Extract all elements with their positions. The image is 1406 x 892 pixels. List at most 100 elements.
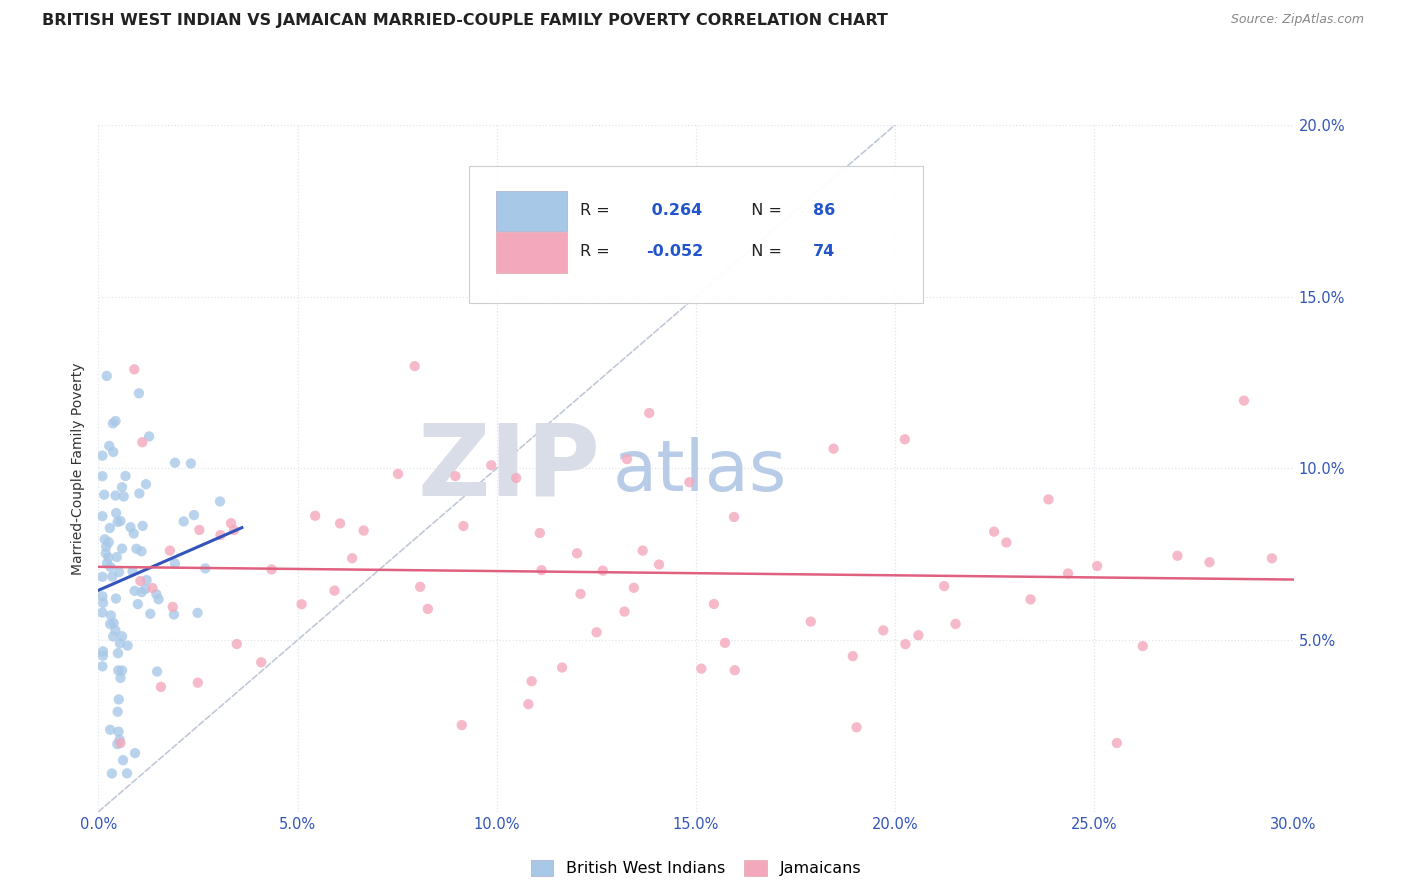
Text: ZIP: ZIP: [418, 420, 600, 516]
British West Indians: [183, 508, 205, 522]
British West Indians: [105, 737, 128, 751]
British West Indians: [111, 664, 134, 678]
British West Indians: [111, 480, 134, 494]
British West Indians: [187, 606, 209, 620]
Jamaicans: [129, 574, 152, 588]
British West Indians: [108, 636, 131, 650]
Jamaicans: [444, 469, 467, 483]
Jamaicans: [124, 362, 146, 376]
British West Indians: [98, 723, 121, 737]
Jamaicans: [565, 546, 588, 560]
British West Indians: [98, 617, 121, 632]
Jamaicans: [1132, 639, 1154, 653]
Y-axis label: Married-Couple Family Poverty: Married-Couple Family Poverty: [72, 362, 86, 574]
Text: R =: R =: [581, 244, 614, 260]
Legend: British West Indians, Jamaicans: British West Indians, Jamaicans: [524, 854, 868, 883]
British West Indians: [163, 456, 186, 470]
British West Indians: [125, 541, 148, 556]
British West Indians: [124, 746, 146, 760]
Jamaicans: [945, 616, 967, 631]
British West Indians: [121, 565, 143, 579]
Jamaicans: [907, 628, 929, 642]
British West Indians: [194, 561, 217, 575]
Text: 86: 86: [813, 203, 835, 219]
Jamaicans: [131, 435, 153, 450]
British West Indians: [128, 386, 150, 401]
Jamaicans: [983, 524, 1005, 539]
British West Indians: [101, 569, 124, 583]
British West Indians: [96, 556, 118, 570]
British West Indians: [148, 592, 170, 607]
Jamaicans: [188, 523, 211, 537]
Jamaicans: [520, 674, 543, 689]
British West Indians: [131, 585, 153, 599]
British West Indians: [104, 624, 127, 638]
Jamaicans: [530, 563, 553, 577]
British West Indians: [91, 570, 114, 584]
Jamaicans: [409, 580, 432, 594]
Jamaicans: [703, 597, 725, 611]
Jamaicans: [585, 625, 607, 640]
British West Indians: [115, 766, 138, 780]
British West Indians: [138, 429, 160, 443]
British West Indians: [104, 414, 127, 428]
Jamaicans: [714, 636, 737, 650]
British West Indians: [91, 644, 114, 658]
Jamaicans: [329, 516, 352, 531]
British West Indians: [107, 515, 129, 529]
British West Indians: [94, 546, 117, 560]
FancyBboxPatch shape: [496, 232, 567, 273]
Jamaicans: [678, 475, 700, 490]
Jamaicans: [1019, 592, 1042, 607]
Jamaicans: [569, 587, 592, 601]
Jamaicans: [616, 452, 638, 467]
Jamaicans: [209, 528, 232, 542]
Jamaicans: [623, 581, 645, 595]
British West Indians: [111, 629, 134, 643]
Jamaicans: [842, 649, 865, 664]
Jamaicans: [800, 615, 823, 629]
British West Indians: [135, 477, 157, 491]
British West Indians: [131, 519, 153, 533]
Jamaicans: [690, 662, 713, 676]
Jamaicans: [1261, 551, 1284, 566]
British West Indians: [105, 549, 128, 564]
British West Indians: [91, 648, 114, 663]
Jamaicans: [934, 579, 956, 593]
Jamaicans: [894, 432, 917, 446]
FancyBboxPatch shape: [470, 166, 922, 303]
Jamaicans: [1085, 559, 1108, 574]
Jamaicans: [592, 564, 614, 578]
British West Indians: [105, 506, 128, 520]
British West Indians: [173, 515, 195, 529]
British West Indians: [107, 724, 129, 739]
Jamaicans: [353, 524, 375, 538]
British West Indians: [108, 565, 131, 579]
British West Indians: [163, 607, 186, 622]
Jamaicans: [551, 660, 574, 674]
British West Indians: [124, 583, 146, 598]
Jamaicans: [416, 602, 439, 616]
Jamaicans: [453, 519, 475, 533]
Text: 0.264: 0.264: [645, 203, 702, 219]
Text: -0.052: -0.052: [645, 244, 703, 260]
Text: atlas: atlas: [613, 437, 787, 507]
Jamaicans: [479, 458, 502, 473]
British West Indians: [100, 560, 122, 574]
British West Indians: [100, 608, 122, 623]
British West Indians: [104, 591, 127, 606]
British West Indians: [110, 671, 132, 685]
Jamaicans: [517, 697, 540, 711]
British West Indians: [111, 541, 134, 556]
British West Indians: [180, 457, 202, 471]
British West Indians: [112, 753, 135, 767]
Jamaicans: [1233, 393, 1256, 408]
British West Indians: [139, 607, 162, 621]
Jamaicans: [149, 680, 172, 694]
Jamaicans: [845, 720, 868, 734]
Jamaicans: [323, 583, 346, 598]
British West Indians: [128, 486, 150, 500]
British West Indians: [98, 439, 121, 453]
British West Indians: [103, 445, 125, 459]
British West Indians: [163, 557, 186, 571]
